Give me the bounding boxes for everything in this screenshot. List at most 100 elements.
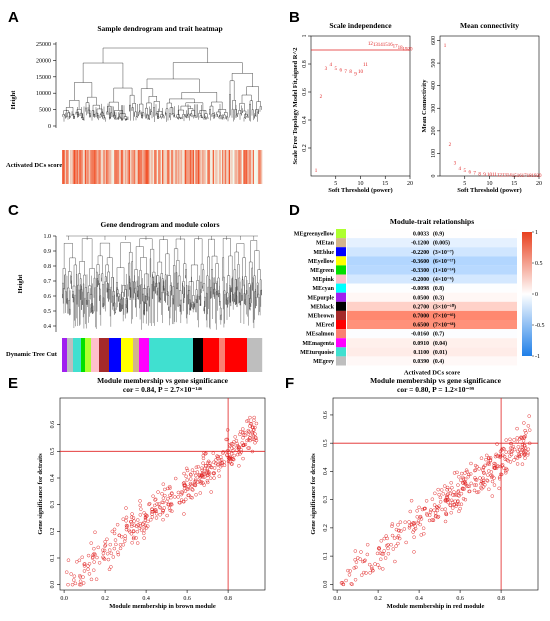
p-value: (0.01) bbox=[433, 349, 447, 356]
trait-heatmap-cell bbox=[147, 150, 149, 184]
brown-scatter-point bbox=[138, 524, 143, 528]
red-scatter-point bbox=[455, 500, 460, 504]
trait-heatmap-cell bbox=[195, 150, 197, 184]
brown-scatter-point bbox=[220, 461, 224, 465]
brown-scatter-point bbox=[119, 535, 124, 539]
red-scatter-point bbox=[523, 446, 528, 450]
scale-independence-point: 15 bbox=[383, 43, 389, 48]
brown-scatter-point bbox=[229, 451, 234, 456]
red-scatter-point bbox=[485, 453, 489, 458]
panel-a-title: Sample dendrogram and trait heatmap bbox=[97, 24, 222, 33]
trait-heatmap-cell bbox=[259, 150, 261, 184]
brown-scatter-point bbox=[115, 522, 120, 527]
mean-connectivity-ytick-label: 500 bbox=[431, 59, 437, 68]
brown-scatter-point bbox=[163, 493, 167, 498]
red-scatter-point bbox=[449, 481, 453, 485]
red-scatter-point bbox=[492, 483, 497, 487]
module-colorbar-label: Dynamic Tree Cut bbox=[6, 351, 58, 358]
red-scatter-point bbox=[444, 512, 448, 516]
red-scatter-point bbox=[412, 522, 416, 526]
red-scatter-point bbox=[488, 456, 493, 460]
brown-scatter-point bbox=[217, 468, 221, 473]
brown-scatter-point bbox=[203, 466, 207, 471]
brown-scatter-point bbox=[212, 476, 216, 480]
red-scatter-point bbox=[422, 532, 426, 536]
trait-heatmap-cell bbox=[223, 150, 225, 184]
brown-scatter-point bbox=[182, 512, 186, 516]
brown-scatter-point bbox=[105, 551, 110, 556]
trait-heatmap-cell bbox=[252, 150, 255, 184]
brown-scatter-point bbox=[182, 483, 186, 488]
red-scatter-point bbox=[456, 493, 460, 498]
red-scatter-point bbox=[391, 547, 396, 551]
trait-heatmap-cell bbox=[191, 150, 193, 184]
brown-scatter-point bbox=[190, 468, 195, 472]
red-scatter-point bbox=[480, 486, 484, 491]
brown-scatter-point bbox=[200, 472, 205, 476]
module-name: MEblack bbox=[310, 304, 334, 310]
brown-scatter-point bbox=[139, 507, 143, 511]
trait-heatmap-cell bbox=[110, 150, 112, 184]
brown-scatter-point bbox=[185, 468, 190, 473]
trait-heatmap-cell bbox=[82, 150, 84, 184]
red-scatter-point bbox=[412, 550, 416, 554]
red-scatter-point bbox=[515, 462, 520, 466]
brown-scatter-point bbox=[252, 437, 256, 441]
red-scatter-point bbox=[384, 543, 389, 548]
red-scatter-point bbox=[441, 492, 445, 496]
brown-scatter-point bbox=[199, 474, 204, 478]
red-scatter-point bbox=[445, 487, 449, 492]
brown-scatter-point bbox=[161, 482, 166, 486]
trait-heatmap-cell bbox=[128, 150, 131, 184]
red-scatter-point bbox=[459, 471, 464, 476]
red-scatter-point bbox=[472, 483, 477, 487]
p-value: (0.005) bbox=[433, 240, 450, 247]
brown-scatter-point bbox=[157, 505, 162, 509]
brown-scatter-point bbox=[228, 455, 232, 459]
brown-scatter-xtick-label: 0.8 bbox=[224, 596, 232, 602]
brown-scatter-point bbox=[186, 485, 191, 489]
heatmap-cell bbox=[347, 247, 517, 257]
brown-scatter-point bbox=[245, 419, 249, 423]
trait-heatmap-cell bbox=[247, 150, 249, 184]
trait-heatmap-cell bbox=[171, 150, 173, 184]
red-scatter-point bbox=[399, 529, 403, 533]
legend-tick-label: 0 bbox=[535, 292, 538, 298]
heatmap-cell bbox=[347, 310, 517, 320]
red-scatter-point bbox=[461, 475, 465, 480]
red-scatter-point bbox=[515, 436, 519, 440]
brown-scatter-point bbox=[225, 428, 230, 432]
trait-heatmap-cell bbox=[67, 150, 69, 184]
heatmap-cell bbox=[347, 229, 517, 239]
scale-independence-point: 13 bbox=[373, 43, 379, 48]
brown-scatter-point bbox=[154, 512, 159, 516]
red-scatter-point bbox=[377, 565, 382, 570]
red-scatter-point bbox=[481, 485, 486, 489]
heatmap-cell bbox=[347, 320, 517, 330]
trait-heatmap-cell bbox=[176, 150, 179, 184]
brown-scatter-point bbox=[193, 483, 198, 488]
trait-heatmap-cell bbox=[230, 150, 232, 184]
red-scatter-point bbox=[446, 500, 450, 505]
brown-scatter-point bbox=[201, 456, 206, 461]
brown-scatter-point bbox=[237, 445, 241, 449]
red-scatter-point bbox=[383, 556, 388, 560]
red-scatter-point bbox=[360, 573, 364, 577]
red-scatter-point bbox=[517, 452, 521, 457]
brown-scatter-point bbox=[66, 558, 71, 562]
red-scatter-point bbox=[344, 578, 348, 583]
mean-connectivity-point: 10 bbox=[487, 173, 493, 178]
red-scatter-point bbox=[353, 578, 358, 582]
trait-heatmap-cell bbox=[76, 150, 79, 184]
brown-scatter-point bbox=[186, 487, 191, 491]
red-scatter-point bbox=[435, 505, 439, 509]
brown-scatter-point bbox=[86, 553, 91, 558]
brown-scatter-point bbox=[103, 544, 107, 548]
trait-heatmap-cell bbox=[86, 150, 88, 184]
red-scatter-point bbox=[431, 518, 436, 522]
brown-scatter-ytick-label: 0.3 bbox=[50, 501, 56, 509]
panel-c-ytick-label: 1.0 bbox=[44, 234, 52, 240]
brown-scatter-point bbox=[225, 453, 229, 457]
brown-scatter-point bbox=[247, 430, 251, 434]
trait-heatmap-cell bbox=[112, 150, 115, 184]
